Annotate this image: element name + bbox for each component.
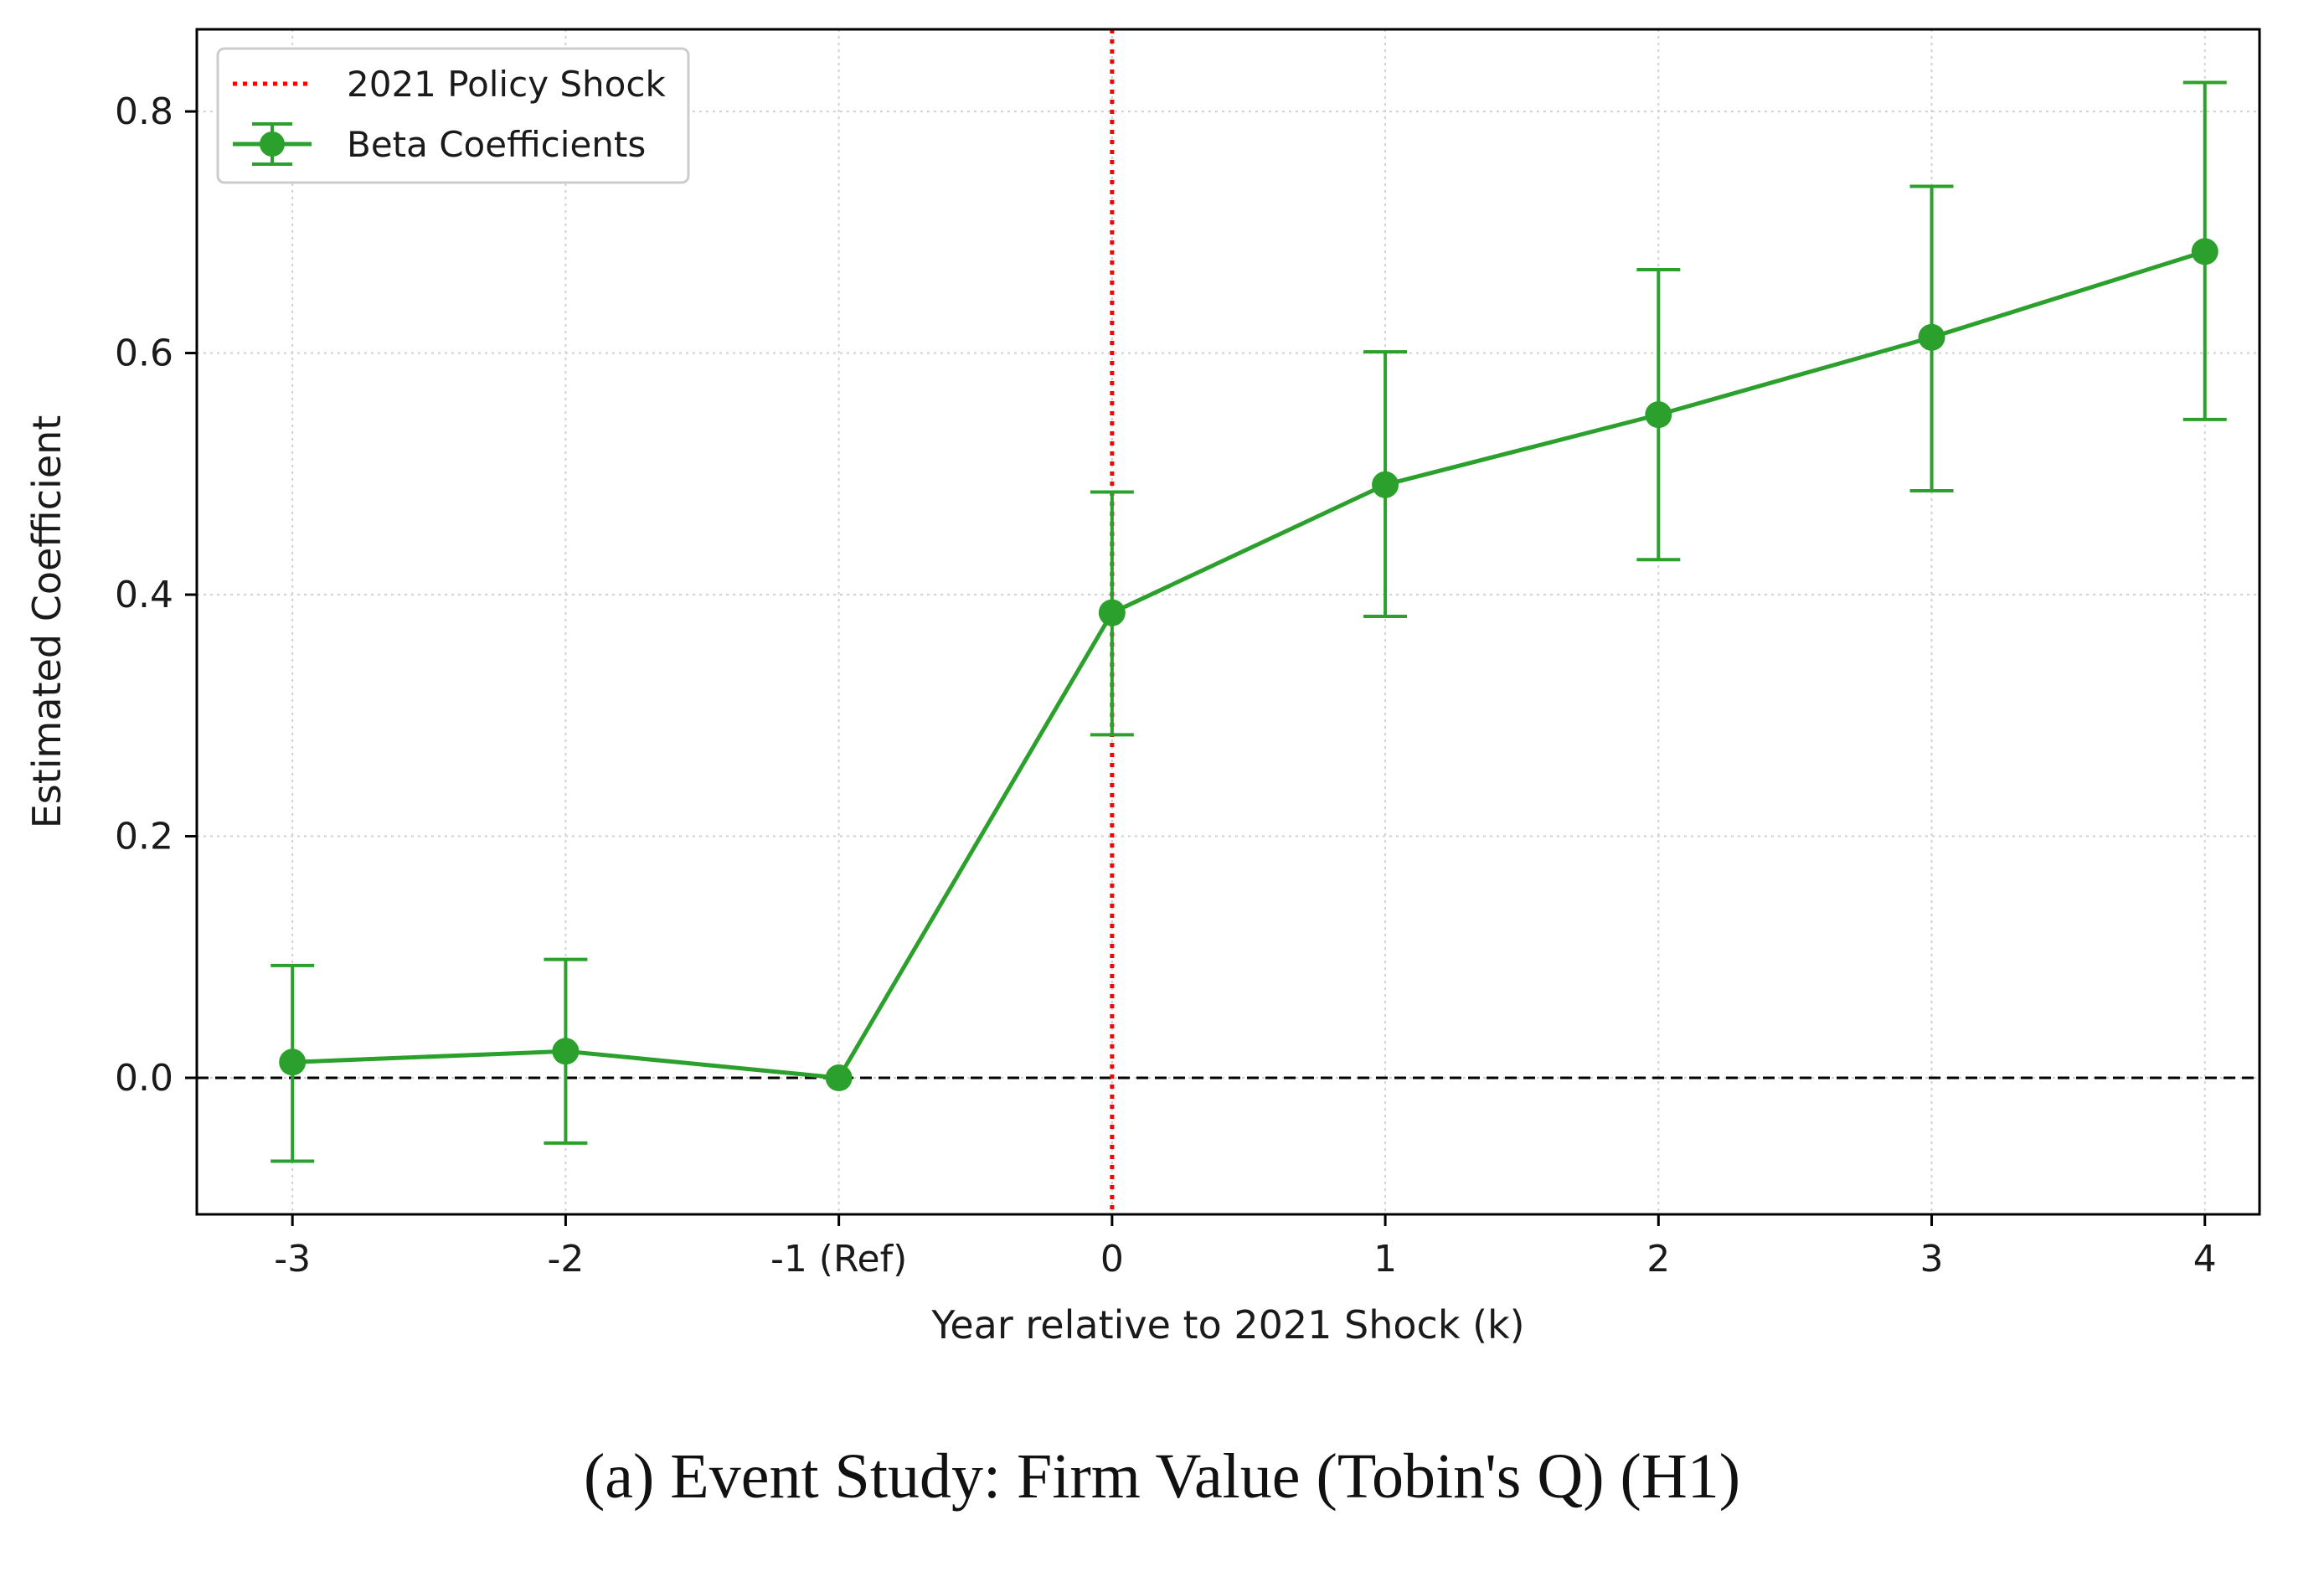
y-tick-label-0: 0.0: [115, 1057, 173, 1100]
legend-box: [216, 47, 690, 184]
axes: [185, 28, 2261, 1226]
reference-lines: [197, 29, 2260, 1214]
legend-beta-swatch: [233, 122, 312, 166]
data-point-7: [2191, 238, 2218, 265]
data-point-6: [1918, 323, 1945, 351]
data-point-0: [279, 1049, 307, 1076]
legend-entry-beta-coefficients: Beta Coefficients: [347, 124, 646, 165]
x-tick-labels: -3 -2 -1 (Ref) 0 1 2 3 4: [274, 1238, 2217, 1281]
y-tick-label-3: 0.6: [115, 332, 173, 375]
plot-frame: [195, 28, 2261, 1216]
legend-entry-policy-shock: 2021 Policy Shock: [347, 64, 666, 105]
data-point-2: [825, 1064, 853, 1092]
y-tick-labels: 0.0 0.2 0.4 0.6 0.8: [115, 90, 173, 1100]
event-study-chart: -3 -2 -1 (Ref) 0 1 2 3 4 0.0 0.2 0.4 0.6 0.8 Year r…: [24, 28, 2261, 1348]
x-tick-label-0: -3: [274, 1238, 311, 1281]
x-tick-label-3: 0: [1100, 1238, 1124, 1281]
figure-caption: (a) Event Study: Firm Value (Tobin's Q) …: [583, 1441, 1741, 1512]
y-tick-label-4: 0.8: [115, 90, 173, 133]
data-point-5: [1645, 401, 1672, 429]
series-line: [292, 250, 2206, 1080]
y-tick-label-1: 0.2: [115, 816, 173, 858]
data-point-1: [552, 1038, 580, 1065]
legend-beta-marker: [260, 131, 285, 157]
data-point-3: [1098, 599, 1126, 626]
x-tick-label-1: -2: [547, 1238, 584, 1281]
y-axis-label: Estimated Coefficient: [24, 415, 70, 829]
x-tick-label-4: 1: [1373, 1238, 1397, 1281]
series-beta-coefficients: [271, 80, 2227, 1163]
x-tick-label-5: 2: [1646, 1238, 1670, 1281]
x-tick-label-7: 4: [2193, 1238, 2217, 1281]
data-point-4: [1372, 471, 1399, 498]
x-axis-label: Year relative to 2021 Shock (k): [930, 1302, 1524, 1348]
grid-lines: [197, 29, 2260, 1214]
legend: 2021 Policy Shock Beta Coefficients: [216, 47, 690, 184]
y-tick-label-2: 0.4: [115, 574, 173, 616]
x-tick-label-2: -1 (Ref): [770, 1238, 907, 1281]
x-tick-label-6: 3: [1920, 1238, 1944, 1281]
